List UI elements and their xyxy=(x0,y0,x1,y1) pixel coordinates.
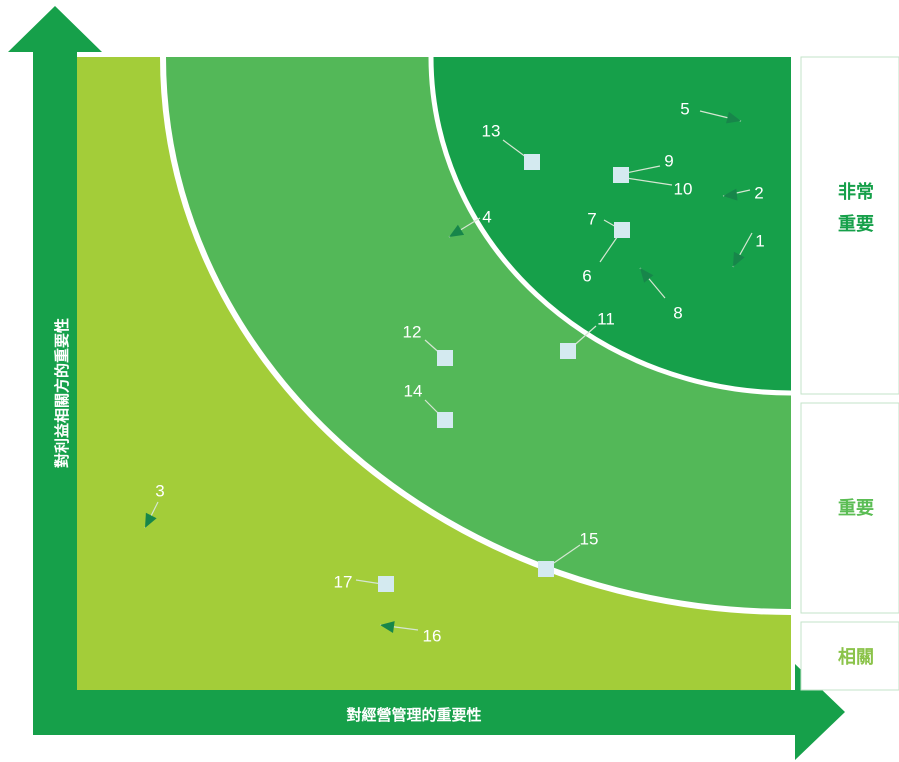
issue-13-label: 13 xyxy=(482,121,501,140)
issue-13-square-marker xyxy=(524,154,540,170)
issue-8-label: 8 xyxy=(673,303,682,322)
issue-8: 8 xyxy=(639,267,683,322)
issue-13: 13 xyxy=(482,121,540,170)
issue-10-label: 10 xyxy=(674,179,693,198)
tier-box-very-important xyxy=(800,56,899,395)
x-axis-label: 對經營管理的重要性 xyxy=(346,706,481,724)
issue-1-arrow-marker xyxy=(733,251,745,267)
issue-15-label: 15 xyxy=(580,529,599,548)
issue-10-square-marker xyxy=(613,167,629,183)
issue-6-label: 6 xyxy=(582,266,591,285)
issue-11-label: 11 xyxy=(597,309,615,328)
issue-7: 7 xyxy=(587,209,630,238)
issue-15: 15 xyxy=(538,529,598,577)
tier-label-very-important-line2: 重要 xyxy=(838,213,874,235)
issue-3-label: 3 xyxy=(155,481,164,500)
zone-divider-outer xyxy=(160,56,792,615)
zone-very-important xyxy=(431,57,791,393)
issue-9-label: 9 xyxy=(664,151,673,170)
issue-8-arrow-marker xyxy=(640,268,654,283)
issue-11-square-marker xyxy=(560,343,576,359)
issue-17: 17 xyxy=(334,572,394,592)
issue-12: 12 xyxy=(403,322,453,366)
tier-box-relevant xyxy=(800,621,899,691)
issue-1-label: 1 xyxy=(755,231,764,250)
issue-2-arrow-marker xyxy=(723,188,738,201)
issue-5-label: 5 xyxy=(680,99,689,118)
issue-17-leader-line xyxy=(355,579,383,585)
issue-17-square-marker xyxy=(378,576,394,592)
issue-7-label: 7 xyxy=(587,209,596,228)
y-axis-label: 對利益相關方的重要性 xyxy=(53,318,71,468)
issue-3-arrow-marker xyxy=(145,512,157,528)
issue-14-label: 14 xyxy=(404,381,423,400)
zone-divider-inner xyxy=(428,56,792,396)
issue-12-label: 12 xyxy=(403,322,422,341)
issue-10: 10 xyxy=(613,167,692,198)
issue-1: 1 xyxy=(732,231,765,268)
issue-4-arrow-marker xyxy=(449,224,465,237)
tier-label-relevant: 相關 xyxy=(838,647,874,668)
issue-16: 16 xyxy=(379,621,442,645)
issue-15-square-marker xyxy=(538,561,554,577)
issue-16-arrow-marker xyxy=(380,621,395,633)
issue-16-label: 16 xyxy=(423,626,442,645)
issue-5: 5 xyxy=(680,99,742,124)
issue-9-leader-line xyxy=(625,165,661,174)
issue-2: 2 xyxy=(722,183,764,202)
issue-10-leader-line xyxy=(625,177,673,186)
issue-4: 4 xyxy=(448,207,492,238)
issue-3: 3 xyxy=(144,481,165,529)
issue-12-square-marker xyxy=(437,350,453,366)
issue-4-label: 4 xyxy=(482,207,491,226)
issue-14: 14 xyxy=(404,381,453,428)
tier-label-very-important-line1: 非常 xyxy=(838,181,874,203)
issue-11: 11 xyxy=(560,309,615,359)
issue-5-arrow-marker xyxy=(726,111,741,124)
x-axis-arrow xyxy=(33,664,845,760)
tier-box-important xyxy=(800,402,899,614)
issue-17-label: 17 xyxy=(334,572,353,591)
issue-7-square-marker xyxy=(614,222,630,238)
tier-label-important: 重要 xyxy=(838,497,874,519)
issue-14-square-marker xyxy=(437,412,453,428)
issue-2-label: 2 xyxy=(754,183,763,202)
y-axis-arrow xyxy=(8,6,102,735)
